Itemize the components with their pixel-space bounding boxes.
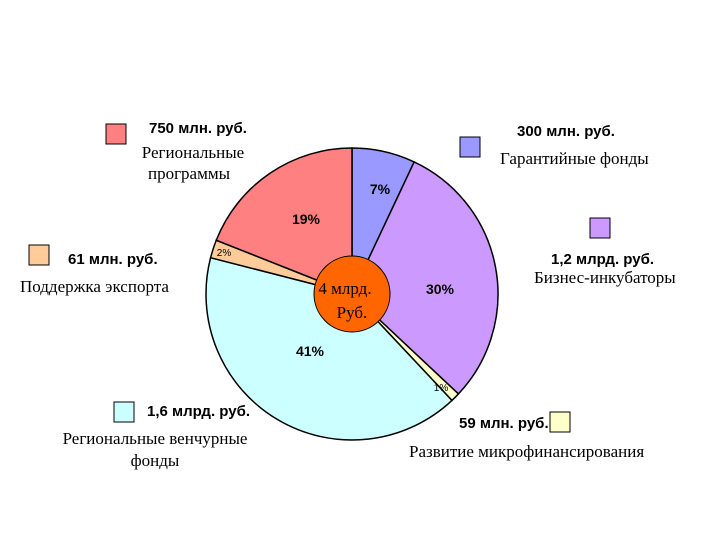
legend-swatch-microfinance	[549, 411, 571, 433]
legend-name-regional-venture-funds-line2: фонды	[131, 451, 180, 470]
center-label-line1: 4 млрд.	[318, 279, 371, 298]
pie-slice-1	[351, 160, 499, 396]
pie-slice-3	[205, 256, 454, 441]
legend-export-support: 61 млн. руб. Поддержка экспорта	[20, 244, 169, 296]
legend-microfinance: 59 млн. руб. Развитие микрофинансировани…	[409, 411, 644, 461]
center-label-line2: Руб.	[337, 303, 368, 322]
legend-business-incubators: 1,2 млрд. руб. Бизнес-инкубаторы	[534, 217, 676, 287]
percent-label-1: 30%	[426, 281, 455, 297]
legend-swatch-regional-programs	[105, 123, 127, 145]
legend-name-business-incubators: Бизнес-инкубаторы	[534, 268, 676, 287]
legend-swatch-export-support	[28, 244, 50, 266]
legend-regional-venture-funds: 1,6 млрд. руб. Региональные венчурные фо…	[63, 401, 250, 470]
legend-amount-microfinance: 59 млн. руб.	[459, 415, 549, 432]
legend-name-regional-programs-line1: Региональные	[142, 143, 244, 162]
percent-label-0: 7%	[370, 181, 391, 197]
legend-amount-regional-programs: 750 млн. руб.	[149, 120, 247, 137]
legend-name-export-support: Поддержка экспорта	[20, 277, 169, 296]
legend-amount-business-incubators: 1,2 млрд. руб.	[551, 251, 654, 268]
pie-slice-5	[215, 147, 353, 296]
percent-label-4: 2%	[217, 248, 232, 259]
legend-name-regional-programs-line2: программы	[148, 164, 231, 183]
legend-swatch-business-incubators	[589, 217, 611, 239]
percent-label-2: 1%	[434, 383, 449, 394]
legend-name-regional-venture-funds-line1: Региональные венчурные	[63, 429, 248, 448]
legend-swatch-guarantee-funds	[459, 136, 481, 158]
percent-label-3: 41%	[296, 343, 325, 359]
legend-amount-regional-venture-funds: 1,6 млрд. руб.	[147, 403, 250, 420]
legend-name-guarantee-funds: Гарантийные фонды	[500, 149, 649, 168]
center-circle	[313, 255, 391, 333]
legend-guarantee-funds: 300 млн. руб. Гарантийные фонды	[459, 123, 649, 168]
legend-name-microfinance: Развитие микрофинансирования	[409, 442, 644, 461]
legend-amount-export-support: 61 млн. руб.	[68, 251, 158, 268]
legend-amount-guarantee-funds: 300 млн. руб.	[517, 123, 615, 140]
legend-regional-programs: 750 млн. руб. Региональные программы	[105, 120, 247, 183]
legend-swatch-regional-venture-funds	[113, 401, 135, 423]
percent-labels: 7% 30% 1% 41% 2% 19%	[217, 181, 455, 394]
percent-label-5: 19%	[292, 211, 321, 227]
